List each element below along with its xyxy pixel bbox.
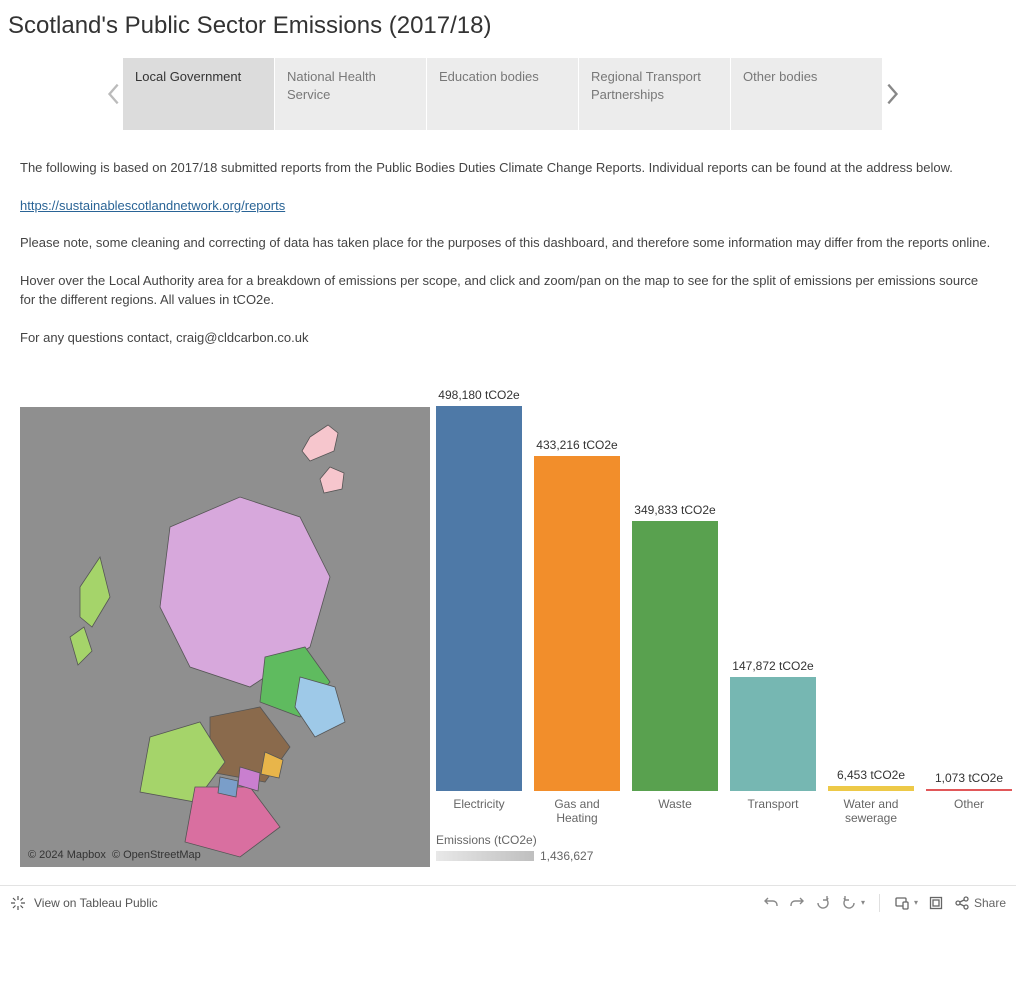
intro-p1: The following is based on 2017/18 submit… bbox=[20, 158, 996, 178]
legend-max: 1,436,627 bbox=[540, 849, 593, 863]
legend-gradient bbox=[436, 851, 534, 861]
bar-other[interactable]: 1,073 tCO2e Other bbox=[926, 771, 1012, 827]
mapbox-attrib: © 2024 Mapbox bbox=[28, 849, 106, 861]
bar-gas-and-heating[interactable]: 433,216 tCO2e Gas and Heating bbox=[534, 438, 620, 827]
bar-rect bbox=[534, 456, 620, 791]
bar-value-label: 433,216 tCO2e bbox=[536, 438, 617, 452]
bar-category-label: Gas and Heating bbox=[534, 797, 620, 827]
bar-chart[interactable]: 498,180 tCO2eElectricity433,216 tCO2eGas… bbox=[430, 407, 1012, 863]
tab-national-health-service[interactable]: National Health Service bbox=[275, 58, 427, 130]
device-preview-icon[interactable]: ▾ bbox=[894, 895, 918, 911]
share-label: Share bbox=[974, 896, 1006, 910]
intro-text: The following is based on 2017/18 submit… bbox=[8, 158, 1008, 347]
legend: Emissions (tCO2e) 1,436,627 bbox=[436, 833, 1012, 863]
tab-regional-transport-partnerships[interactable]: Regional Transport Partnerships bbox=[579, 58, 731, 130]
replay-icon[interactable] bbox=[815, 895, 831, 911]
bar-rect bbox=[632, 521, 718, 791]
bar-rect bbox=[730, 677, 816, 791]
bar-category-label: Electricity bbox=[453, 797, 504, 827]
bar-rect bbox=[926, 789, 1012, 791]
bar-category-label: Water and sewerage bbox=[828, 797, 914, 827]
bar-rect bbox=[436, 406, 522, 791]
view-on-tableau-button[interactable]: View on Tableau Public bbox=[10, 895, 158, 911]
bar-electricity[interactable]: 498,180 tCO2e Electricity bbox=[436, 388, 522, 827]
bar-rect bbox=[828, 786, 914, 791]
share-button[interactable]: Share bbox=[954, 895, 1006, 911]
bar-water-and-sewerage[interactable]: 6,453 tCO2e Water and sewerage bbox=[828, 768, 914, 827]
tab-education-bodies[interactable]: Education bodies bbox=[427, 58, 579, 130]
reports-link[interactable]: https://sustainablescotlandnetwork.org/r… bbox=[20, 198, 285, 213]
intro-p3: Hover over the Local Authority area for … bbox=[20, 271, 996, 310]
bar-category-label: Waste bbox=[658, 797, 692, 827]
view-label: View on Tableau Public bbox=[34, 896, 158, 910]
bar-value-label: 6,453 tCO2e bbox=[837, 768, 905, 782]
bar-category-label: Transport bbox=[748, 797, 799, 827]
bar-transport[interactable]: 147,872 tCO2e Transport bbox=[730, 659, 816, 827]
scotland-map[interactable] bbox=[20, 407, 430, 867]
bar-value-label: 349,833 tCO2e bbox=[634, 503, 715, 517]
tab-local-government[interactable]: Local Government bbox=[123, 58, 275, 130]
bar-value-label: 147,872 tCO2e bbox=[732, 659, 813, 673]
replay-forward-icon[interactable]: ▾ bbox=[841, 895, 865, 911]
chevron-right-icon[interactable] bbox=[883, 82, 903, 106]
tabs-row: Local GovernmentNational Health ServiceE… bbox=[8, 58, 1008, 130]
bar-waste[interactable]: 349,833 tCO2e Waste bbox=[632, 503, 718, 827]
fullscreen-icon[interactable] bbox=[928, 895, 944, 911]
undo-icon[interactable] bbox=[763, 895, 779, 911]
tabs-container: Local GovernmentNational Health ServiceE… bbox=[123, 58, 883, 130]
chevron-left-icon[interactable] bbox=[103, 82, 123, 106]
legend-title: Emissions (tCO2e) bbox=[436, 833, 1012, 847]
tab-other-bodies[interactable]: Other bodies bbox=[731, 58, 883, 130]
osm-attrib: © OpenStreetMap bbox=[112, 849, 201, 861]
page-title: Scotland's Public Sector Emissions (2017… bbox=[8, 12, 1008, 40]
intro-p2: Please note, some cleaning and correctin… bbox=[20, 233, 996, 253]
tableau-icon bbox=[10, 895, 26, 911]
bar-value-label: 498,180 tCO2e bbox=[438, 388, 519, 402]
bar-value-label: 1,073 tCO2e bbox=[935, 771, 1003, 785]
bar-category-label: Other bbox=[954, 797, 984, 827]
footer-toolbar: View on Tableau Public ▾ ▾ Share bbox=[0, 885, 1016, 919]
map-attribution: © 2024 Mapbox © OpenStreetMap bbox=[24, 847, 205, 863]
map-panel[interactable]: © 2024 Mapbox © OpenStreetMap bbox=[20, 407, 430, 867]
map-region[interactable] bbox=[218, 777, 238, 797]
redo-icon[interactable] bbox=[789, 895, 805, 911]
intro-p4: For any questions contact, craig@cldcarb… bbox=[20, 328, 996, 348]
